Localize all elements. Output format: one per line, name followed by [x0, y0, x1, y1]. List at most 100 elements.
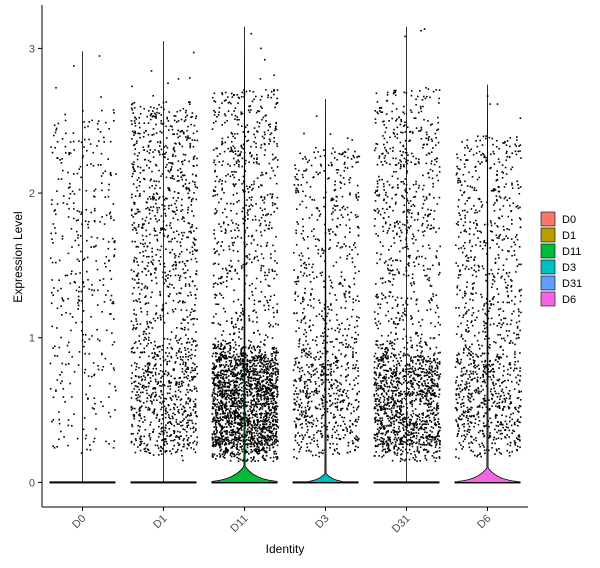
data-point: [217, 387, 220, 390]
data-point: [152, 95, 154, 97]
data-point: [185, 179, 187, 181]
data-point: [255, 410, 258, 413]
data-point: [345, 245, 347, 247]
data-point: [102, 172, 104, 175]
data-point: [76, 230, 78, 233]
data-point: [262, 116, 265, 119]
data-point: [133, 287, 135, 289]
data-point: [252, 364, 254, 366]
points-D11: [211, 32, 280, 463]
data-point: [222, 249, 225, 251]
data-point: [254, 215, 257, 218]
data-point: [231, 320, 233, 323]
data-point: [242, 380, 245, 382]
data-point: [188, 285, 191, 287]
data-point: [258, 380, 260, 382]
data-point: [187, 338, 189, 340]
data-point: [152, 317, 155, 320]
data-point: [356, 295, 359, 297]
data-point: [57, 289, 59, 292]
data-point: [149, 233, 151, 236]
data-point: [226, 120, 228, 122]
data-point: [315, 454, 317, 456]
data-point: [246, 444, 249, 447]
data-point: [228, 420, 230, 422]
data-point: [167, 385, 169, 388]
data-point: [271, 420, 274, 422]
data-point: [152, 375, 154, 377]
data-point: [298, 338, 301, 340]
data-point: [227, 436, 229, 439]
data-point: [191, 246, 194, 249]
data-point: [161, 227, 164, 229]
data-point: [270, 427, 272, 429]
data-point: [213, 399, 215, 402]
data-point: [215, 346, 218, 349]
data-point: [266, 442, 269, 445]
data-point: [269, 413, 272, 415]
data-point: [246, 395, 249, 397]
data-point: [232, 431, 235, 434]
data-point: [357, 334, 359, 336]
data-point: [139, 415, 141, 417]
data-point: [241, 307, 244, 310]
data-point: [219, 431, 221, 433]
data-point: [270, 372, 272, 374]
data-point: [355, 161, 357, 164]
data-point: [169, 396, 172, 399]
data-point: [247, 410, 249, 412]
data-point: [347, 367, 350, 369]
data-point: [229, 408, 232, 410]
data-point: [230, 219, 233, 222]
data-point: [261, 199, 264, 202]
data-point: [183, 262, 186, 265]
data-point: [187, 322, 189, 324]
data-point: [213, 363, 215, 366]
data-point: [274, 270, 276, 273]
data-point: [334, 379, 337, 381]
data-point: [159, 370, 162, 372]
data-point: [234, 356, 237, 359]
data-point: [87, 125, 89, 128]
data-point: [256, 357, 259, 359]
data-point: [101, 353, 103, 356]
data-point: [266, 444, 269, 446]
data-point: [133, 351, 136, 354]
data-point: [351, 257, 354, 259]
data-point: [84, 341, 86, 343]
data-point: [170, 422, 172, 424]
data-point: [184, 154, 187, 156]
data-point: [177, 197, 179, 199]
data-point: [196, 415, 198, 418]
data-point: [147, 302, 150, 304]
data-point: [185, 353, 187, 355]
data-point: [222, 350, 224, 353]
data-point: [185, 371, 188, 373]
data-point: [223, 345, 226, 348]
data-point: [236, 380, 238, 383]
data-point: [101, 109, 103, 112]
data-point: [101, 216, 103, 218]
data-point: [250, 376, 253, 378]
data-point: [154, 218, 157, 220]
data-point: [218, 437, 220, 439]
data-point: [213, 453, 216, 456]
data-point: [221, 390, 224, 393]
data-point: [144, 219, 147, 222]
data-point: [234, 392, 236, 394]
data-point: [165, 450, 168, 452]
data-point: [316, 443, 319, 446]
data-point: [95, 413, 97, 415]
data-point: [249, 90, 251, 92]
data-point: [302, 158, 304, 160]
data-point: [97, 338, 99, 341]
data-point: [225, 355, 227, 357]
data-point: [252, 345, 255, 347]
data-point: [275, 452, 278, 455]
data-point: [169, 338, 172, 341]
data-point: [248, 385, 251, 387]
data-point: [57, 178, 60, 180]
data-point: [155, 254, 157, 256]
data-point: [221, 387, 223, 389]
data-point: [195, 270, 198, 272]
